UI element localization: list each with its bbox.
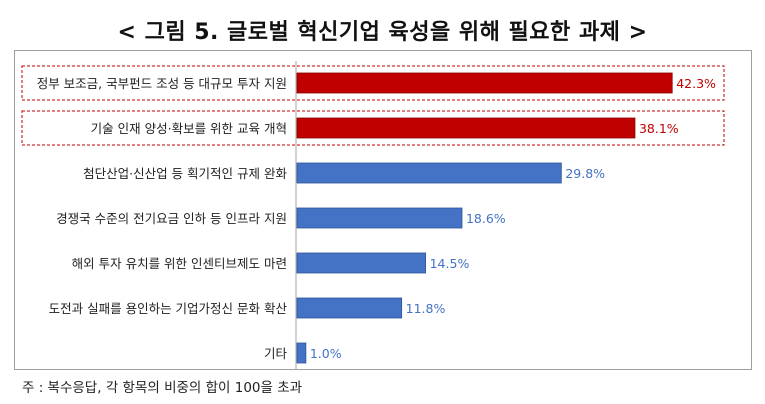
value-label: 14.5% (430, 256, 470, 271)
bar-chart: 정부 보조금, 국부펀드 조성 등 대규모 투자 지원 42.3% 기술 인재 양성… (21, 61, 725, 369)
chart-frame: 정부 보조금, 국부펀드 조성 등 대규모 투자 지원 42.3% 기술 인재 양성… (14, 50, 752, 370)
value-label: 11.8% (406, 301, 446, 316)
bar (296, 72, 673, 94)
bar (296, 162, 562, 184)
category-label: 정부 보조금, 국부펀드 조성 등 대규모 투자 지원 (37, 76, 287, 91)
category-label: 경쟁국 수준의 전기요금 인하 등 인프라 지원 (56, 211, 287, 226)
category-label: 기술 인재 양성·확보를 위한 교육 개혁 (91, 121, 287, 136)
category-label: 도전과 실패를 용인하는 기업가정신 문화 확산 (49, 301, 288, 316)
value-label: 42.3% (676, 76, 716, 91)
value-label: 38.1% (639, 121, 679, 136)
bar (296, 342, 307, 364)
category-label: 기타 (264, 346, 288, 361)
highlight-box (21, 65, 725, 101)
bar (296, 207, 463, 229)
bar (296, 252, 427, 274)
value-label: 18.6% (466, 211, 506, 226)
footnote: 주 : 복수응답, 각 항목의 비중의 합이 100을 초과 (22, 380, 303, 396)
highlight-box (21, 110, 725, 146)
value-label: 29.8% (565, 166, 605, 181)
chart-title: < 그림 5. 글로벌 혁신기업 육성을 위해 필요한 과제 > (117, 20, 648, 45)
bar (296, 117, 636, 139)
value-label: 1.0% (310, 346, 342, 361)
category-label: 첨단산업·신산업 등 획기적인 규제 완화 (83, 166, 287, 181)
category-label: 해외 투자 유치를 위한 인센티브제도 마련 (72, 256, 287, 271)
bar (296, 297, 403, 319)
